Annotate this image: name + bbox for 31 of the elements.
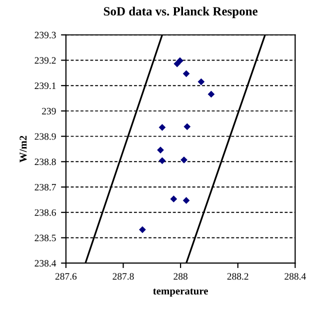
point	[184, 124, 190, 130]
y-tick-label: 239	[42, 108, 56, 114]
chart-title: SoD data vs. Planck Respone	[104, 6, 258, 18]
x-tick-label: 288	[174, 273, 188, 280]
point	[157, 146, 164, 154]
y-tick-label: 238.7	[34, 184, 56, 191]
point	[180, 156, 188, 164]
point	[170, 196, 177, 202]
y-tick-label: 238.4	[34, 260, 56, 267]
x-tick-label: 288.4	[284, 273, 306, 280]
point	[183, 70, 190, 77]
y-tick-label: 239.2	[34, 57, 56, 64]
y-tick-label: 238.9	[34, 133, 56, 140]
point	[139, 226, 146, 233]
y-tick-label: 238.5	[34, 234, 56, 242]
point	[174, 60, 180, 67]
x-axis-title: temperature	[153, 288, 208, 297]
y-tick-label: 238.8	[34, 158, 56, 166]
point	[159, 158, 166, 164]
y-axis-title: W/m2	[20, 136, 27, 162]
point	[159, 124, 166, 131]
y-tick-label: 239.1	[34, 82, 56, 90]
x-tick-label: 287.8	[112, 273, 134, 280]
x-tick-label: 287.6	[55, 273, 77, 280]
point	[208, 91, 214, 98]
x-tick-label: 288.2	[227, 273, 248, 280]
point	[198, 78, 204, 85]
point	[183, 197, 190, 204]
y-tick-label: 239.3	[34, 32, 56, 38]
point	[176, 58, 184, 64]
y-tick-label: 238.6	[34, 209, 56, 216]
